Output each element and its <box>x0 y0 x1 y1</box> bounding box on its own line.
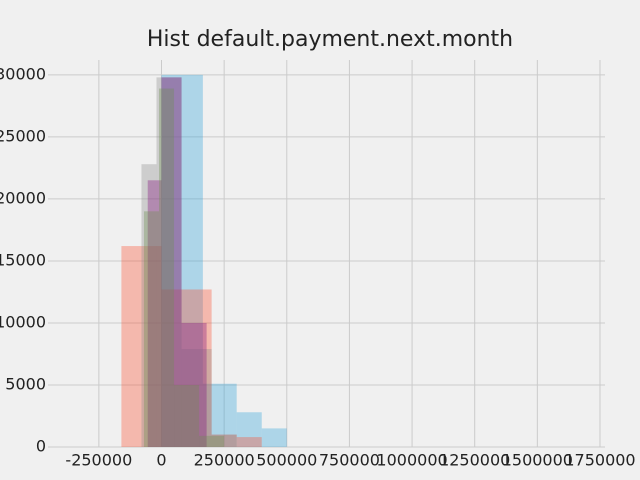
hist-bar <box>211 434 237 447</box>
x-tick-label: 1750000 <box>564 451 635 470</box>
x-tick-label: 1000000 <box>376 451 447 470</box>
x-tick-label: 250000 <box>194 451 255 470</box>
y-tick-label: 30000 <box>0 64 46 83</box>
hist-bar <box>181 322 207 447</box>
hist-bar <box>261 428 287 447</box>
hist-bar <box>161 289 212 447</box>
y-tick-label: 20000 <box>0 188 46 207</box>
chart-title: Hist default.payment.next.month <box>147 27 513 52</box>
hist-bar <box>174 384 200 447</box>
hist-bar <box>143 211 159 447</box>
x-tick-label: 0 <box>156 451 166 470</box>
hist-bar <box>161 77 182 447</box>
x-tick-label: 500000 <box>256 451 317 470</box>
x-tick-label: 1250000 <box>439 451 510 470</box>
hist-bar <box>211 434 237 447</box>
hist-bar <box>199 435 225 447</box>
hist-bar <box>181 349 212 447</box>
x-tick-label: -250000 <box>65 451 132 470</box>
y-tick-label: 5000 <box>5 374 46 393</box>
hist-bar <box>141 164 157 447</box>
hist-bar <box>156 77 182 447</box>
hist-bar <box>121 246 162 447</box>
y-tick-label: 10000 <box>0 312 46 331</box>
y-tick-label: 15000 <box>0 250 46 269</box>
hist-bar <box>202 383 237 447</box>
x-tick-label: 750000 <box>319 451 380 470</box>
x-axis-label: default.payment.next.month <box>201 478 460 480</box>
x-tick-label: 1500000 <box>502 451 573 470</box>
y-tick-label: 25000 <box>0 126 46 145</box>
y-tick-label: 0 <box>36 437 46 456</box>
hist-bar <box>158 88 175 448</box>
hist-bar <box>147 180 162 447</box>
hist-bar <box>236 437 262 447</box>
hist-bar <box>161 74 203 447</box>
hist-bar <box>236 412 262 447</box>
